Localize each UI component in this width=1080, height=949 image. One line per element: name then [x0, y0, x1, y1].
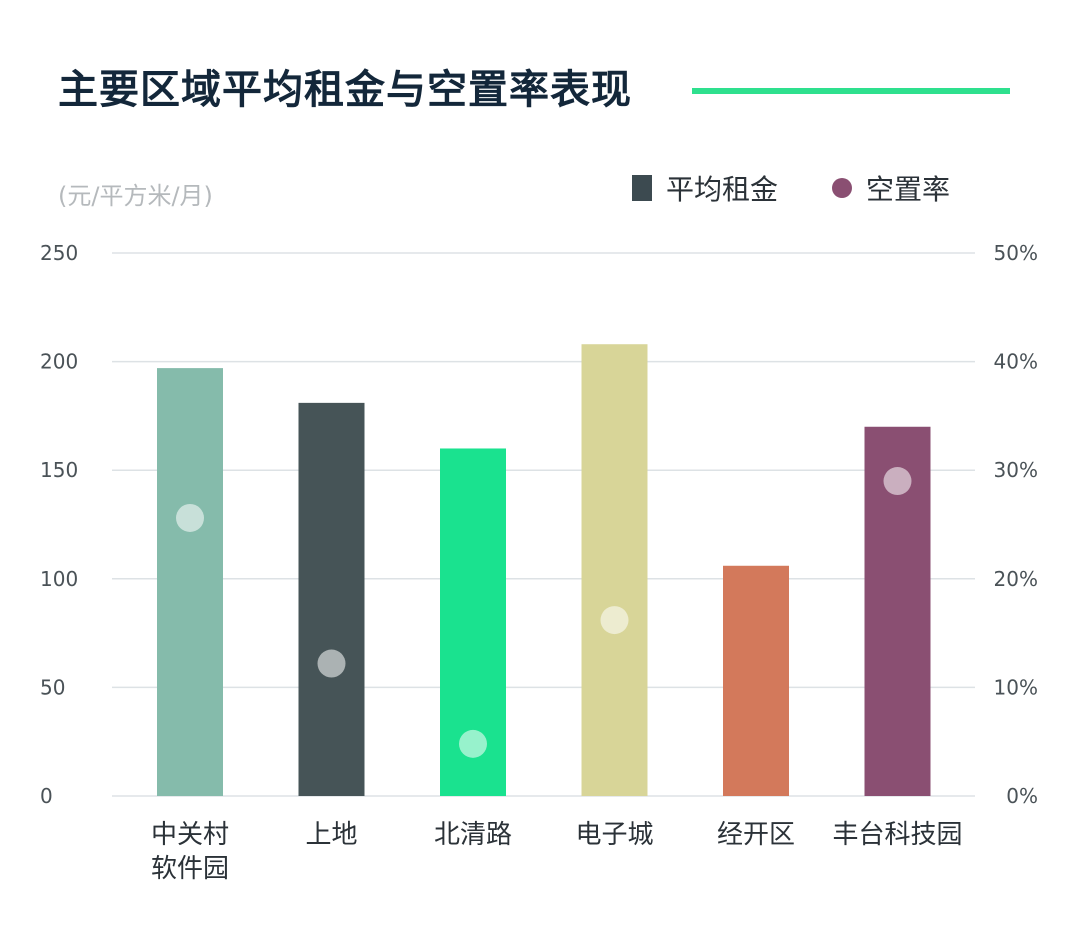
y2-tick-label: 20%	[994, 567, 1038, 591]
category-label: 中关村	[151, 820, 229, 850]
y-tick-label: 0	[40, 784, 53, 808]
y2-tick-label: 10%	[994, 675, 1038, 699]
category-label: 上地	[305, 820, 357, 850]
y-tick-label: 50	[40, 675, 65, 699]
y-axis-unit-label: (元/平方米/月)	[58, 182, 213, 210]
rent-bar	[157, 368, 223, 796]
vacancy-dot	[176, 503, 204, 532]
category-label: 电子城	[575, 820, 653, 850]
legend-rent-swatch	[632, 175, 652, 201]
y-tick-label: 150	[40, 458, 78, 482]
legend-rent: 平均租金	[632, 170, 778, 206]
category-label: 丰台科技园	[832, 820, 962, 850]
rent-bar	[723, 565, 789, 796]
y2-tick-label: 0%	[1006, 784, 1038, 808]
category-label: 软件园	[151, 854, 229, 884]
legend-rent-label: 平均租金	[666, 173, 779, 206]
vacancy-dot	[600, 606, 629, 635]
chart-title: 主要区域平均租金与空置率表现	[58, 67, 632, 113]
y2-tick-label: 30%	[994, 458, 1038, 482]
vacancy-dot	[459, 729, 487, 758]
rent-bar	[581, 344, 648, 796]
y-tick-label: 100	[40, 567, 78, 591]
vacancy-dot	[317, 649, 346, 678]
category-label: 经开区	[717, 820, 795, 850]
y-tick-label: 200	[40, 350, 78, 374]
title-accent-line	[692, 88, 1010, 94]
legend-vacancy-swatch	[832, 178, 852, 198]
vacancy-dot	[883, 467, 912, 496]
y2-tick-label: 50%	[994, 241, 1038, 265]
rent-bar	[298, 402, 365, 796]
category-label: 北清路	[434, 820, 512, 850]
legend-vacancy-label: 空置率	[866, 173, 951, 206]
legend-vacancy: 空置率	[832, 170, 950, 206]
y2-tick-label: 40%	[994, 350, 1038, 374]
y-tick-label: 250	[40, 241, 78, 265]
vacancy-dot	[742, 521, 770, 550]
